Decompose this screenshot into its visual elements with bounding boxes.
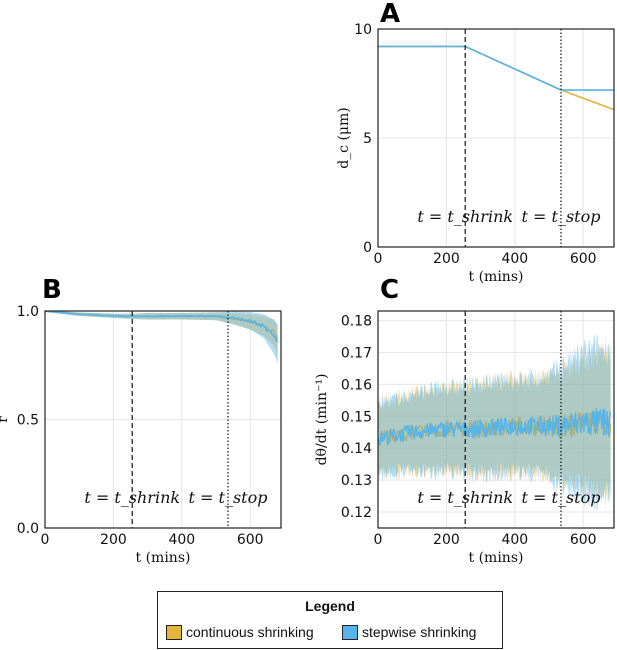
x-tick-label: 400: [168, 532, 195, 548]
legend-title: Legend: [305, 598, 355, 614]
y-tick-label: 0.5: [17, 413, 39, 429]
plot-frame: [44, 310, 282, 529]
x-tick-label: 0: [374, 532, 383, 548]
y-axis-label: dθ/dt (min⁻¹): [314, 374, 330, 466]
x-tick-label: 600: [237, 532, 264, 548]
y-axis-label: d_c (μm): [336, 107, 352, 169]
panel-letter: C: [380, 275, 399, 305]
panel-b: Bt = t_shrink t = t_stop 0 200 400 600 0.0 0.5 1…: [0, 275, 282, 566]
plot-frame: [377, 310, 615, 529]
x-tick-label: 0: [374, 251, 383, 267]
legend-swatch-continuous: [166, 624, 182, 640]
x-axis-label: t (mins): [136, 550, 191, 566]
shrink-annotation: t = t_shrink: [417, 488, 513, 507]
y-tick-label: 0: [363, 240, 372, 256]
legend-label-continuous: continuous shrinking: [186, 624, 314, 640]
y-tick-label: 1.0: [17, 304, 39, 320]
y-tick-label: 0.0: [17, 521, 39, 537]
series-line-stepwise: [378, 408, 612, 447]
panel-letter: A: [380, 0, 400, 29]
x-tick-label: 400: [501, 251, 528, 267]
plot-area: [378, 45, 614, 111]
y-tick-label: 0.18: [341, 314, 372, 330]
stop-annotation: t = t_stop: [189, 488, 268, 507]
legend-swatch-stepwise: [342, 624, 358, 640]
x-axis-label: t (mins): [469, 269, 524, 285]
y-tick-label: 0.13: [341, 473, 372, 489]
plot-frame: [377, 28, 615, 248]
y-tick-label: 0.17: [341, 345, 372, 361]
panel-c: Ct = t_shrink t = t_stop 0 200 400 600 0.12 0.1…: [314, 275, 615, 566]
x-tick-label: 400: [501, 532, 528, 548]
series-line-continuous: [378, 45, 614, 111]
panel-a: At = t_shrink t = t_stop 0 200 400 600 0 5 10 t (…: [336, 0, 615, 285]
x-tick-label: 600: [570, 532, 597, 548]
x-axis-label: t (mins): [469, 550, 524, 566]
y-tick-label: 0.16: [341, 377, 372, 393]
plot-area: [45, 311, 279, 364]
legend-item-continuous: continuous shrinking: [166, 624, 314, 640]
y-tick-label: 0.12: [341, 505, 372, 521]
x-tick-label: 600: [570, 251, 597, 267]
x-tick-label: 0: [41, 532, 50, 548]
series-line-stepwise: [378, 45, 614, 91]
stop-annotation: t = t_stop: [522, 207, 601, 226]
x-tick-label: 200: [433, 532, 460, 548]
legend-label-stepwise: stepwise shrinking: [362, 624, 477, 640]
shrink-annotation: t = t_shrink: [417, 207, 513, 226]
x-tick-label: 200: [433, 251, 460, 267]
series-band-continuous: [45, 311, 278, 357]
legend-item-stepwise: stepwise shrinking: [342, 624, 476, 640]
y-tick-label: 5: [363, 131, 372, 147]
y-tick-label: 10: [354, 22, 372, 38]
stop-annotation: t = t_stop: [522, 488, 601, 507]
y-tick-label: 0.14: [341, 441, 372, 457]
series-line-stepwise: [45, 311, 279, 343]
panel-letter: B: [42, 275, 62, 305]
legend: Legend continuous shrinking stepwise shr…: [157, 591, 503, 649]
shrink-annotation: t = t_shrink: [84, 488, 180, 507]
series-band-stepwise: [45, 311, 278, 364]
plot-area: [378, 333, 612, 512]
y-axis-label: r: [0, 416, 11, 423]
x-tick-label: 200: [100, 532, 127, 548]
y-tick-label: 0.15: [341, 409, 372, 425]
